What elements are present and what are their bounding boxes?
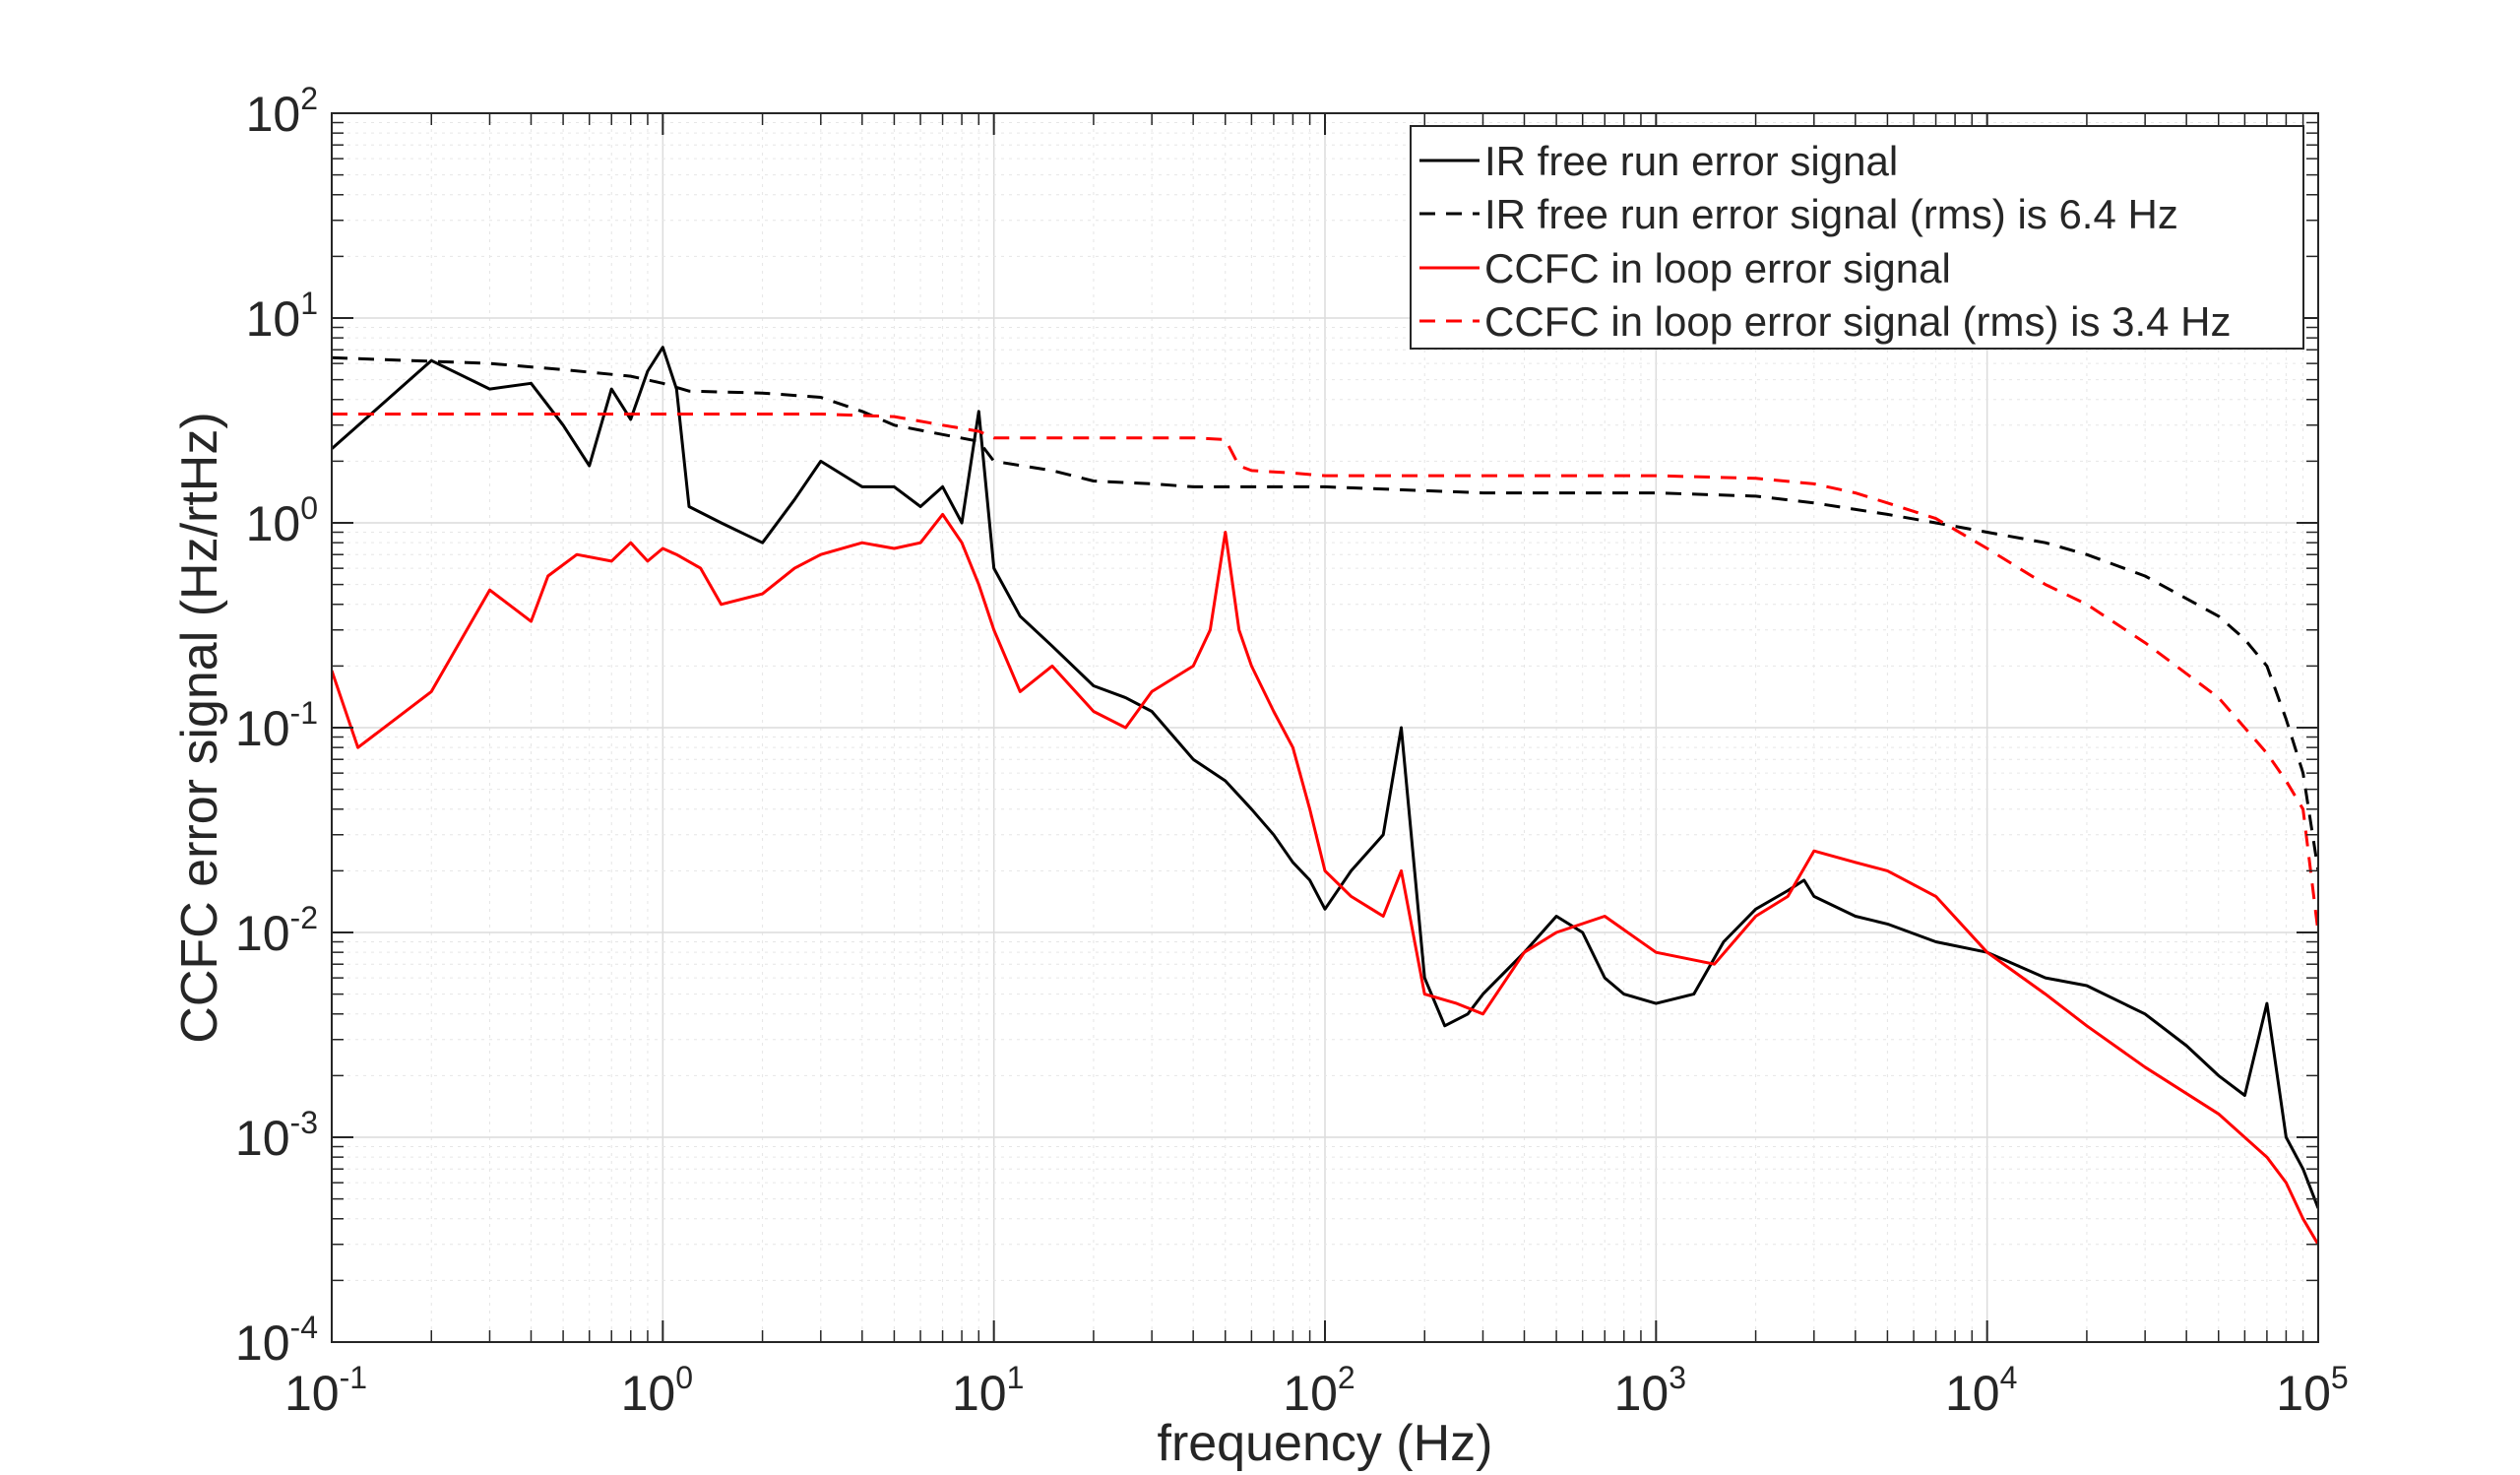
x-tick-labels: 10-1 100 101 102 103 104 105 <box>284 1360 2349 1421</box>
tick-marks <box>331 112 2319 1343</box>
x-tick-label: 100 <box>621 1360 693 1421</box>
y-tick-label: 10-3 <box>235 1105 318 1166</box>
series-group <box>332 346 2318 1246</box>
y-tick-label: 102 <box>246 81 318 142</box>
legend-label-ccfc-in-loop: CCFC in loop error signal <box>1484 245 1951 291</box>
legend-label-ccfc-in-loop-rms: CCFC in loop error signal (rms) is 3.4 H… <box>1484 298 2232 345</box>
legend-label-ir-free-run: IR free run error signal <box>1484 138 1898 184</box>
y-tick-label: 100 <box>246 490 318 551</box>
y-tick-label: 101 <box>246 286 318 347</box>
ccfc-in-loop-rms-line <box>332 413 2318 933</box>
x-tick-label: 104 <box>1945 1360 2017 1421</box>
y-axis-title: CCFC error signal (Hz/rtHz) <box>171 412 228 1043</box>
legend-label-ir-free-run-rms: IR free run error signal (rms) is 6.4 Hz <box>1484 191 2178 237</box>
x-tick-label: 101 <box>952 1360 1024 1421</box>
x-tick-label: 10-1 <box>284 1360 367 1421</box>
x-axis-title: frequency (Hz) <box>1158 1415 1493 1472</box>
x-tick-label: 103 <box>1614 1360 1686 1421</box>
legend: IR free run error signal IR free run err… <box>1410 125 2304 350</box>
y-tick-label: 10-1 <box>235 695 318 756</box>
y-tick-label: 10-2 <box>235 900 318 961</box>
x-tick-label: 105 <box>2276 1360 2348 1421</box>
x-tick-label: 102 <box>1283 1360 1354 1421</box>
ccfc-in-loop-line <box>332 512 2318 1246</box>
y-tick-labels: 10-4 10-3 10-2 10-1 100 101 102 <box>235 81 318 1371</box>
y-tick-label: 10-4 <box>235 1310 318 1371</box>
ir-free-run-line <box>332 346 2318 1209</box>
ir-free-run-rms-line <box>332 355 2318 871</box>
legend-box <box>1410 125 2304 350</box>
grid <box>331 113 2318 1343</box>
